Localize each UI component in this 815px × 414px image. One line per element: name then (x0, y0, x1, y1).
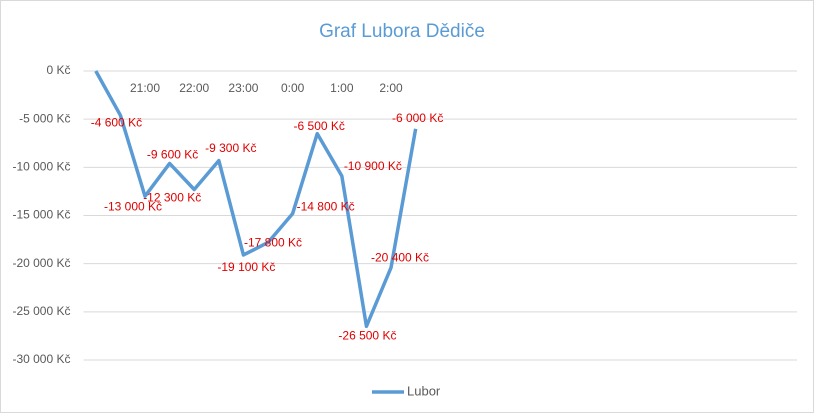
chart-title: Graf Lubora Dědiče (319, 21, 485, 42)
data-label: -26 500 Kč (338, 328, 396, 342)
data-label: -10 900 Kč (344, 159, 402, 173)
y-tick-label: -10 000 Kč (12, 160, 70, 174)
data-label: -13 000 Kč (104, 199, 162, 213)
y-tick-label: -20 000 Kč (12, 256, 70, 270)
data-label: -9 300 Kč (205, 141, 256, 155)
x-tick-label: 0:00 (281, 81, 305, 95)
x-tick-label: 1:00 (330, 81, 354, 95)
y-tick-label: -15 000 Kč (12, 208, 70, 222)
data-label: -4 600 Kč (91, 115, 142, 129)
data-label: -17 800 Kč (244, 236, 302, 250)
data-label: -19 100 Kč (217, 260, 275, 274)
data-label: -6 000 Kč (392, 111, 443, 125)
x-tick-label: 2:00 (379, 81, 403, 95)
y-tick-label: -30 000 Kč (12, 352, 70, 366)
data-label: -20 400 Kč (371, 251, 429, 265)
data-label: -6 500 Kč (294, 119, 345, 133)
y-tick-label: -25 000 Kč (12, 304, 70, 318)
x-tick-label: 23:00 (228, 81, 258, 95)
data-label: -12 300 Kč (143, 191, 201, 205)
x-tick-label: 22:00 (179, 81, 209, 95)
data-label: -14 800 Kč (297, 200, 355, 214)
y-tick-label: -5 000 Kč (19, 111, 70, 125)
y-tick-label: 0 Kč (46, 63, 70, 77)
x-tick-label: 21:00 (130, 81, 160, 95)
legend-label: Lubor (407, 383, 441, 398)
data-label: -9 600 Kč (147, 148, 198, 162)
data-line (94, 70, 418, 329)
